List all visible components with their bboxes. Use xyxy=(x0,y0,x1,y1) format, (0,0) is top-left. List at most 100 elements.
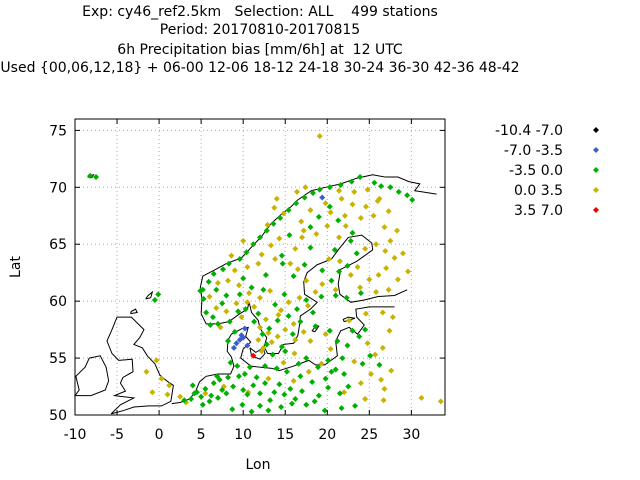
station-marker xyxy=(287,260,294,267)
station-marker xyxy=(347,237,354,244)
station-marker xyxy=(255,336,262,343)
station-marker xyxy=(380,397,387,404)
x-tick-label: 30 xyxy=(402,427,420,443)
station-marker xyxy=(326,203,333,210)
station-marker xyxy=(299,234,306,241)
station-marker xyxy=(362,203,369,210)
station-marker xyxy=(272,256,279,263)
station-marker xyxy=(389,314,396,321)
station-marker xyxy=(353,250,360,257)
station-marker xyxy=(309,309,316,316)
station-marker xyxy=(266,325,273,332)
station-points xyxy=(87,133,444,415)
station-marker xyxy=(405,268,411,275)
station-marker xyxy=(303,297,310,304)
station-marker xyxy=(225,277,232,284)
station-marker xyxy=(280,359,287,366)
station-marker xyxy=(236,291,243,298)
station-marker xyxy=(273,195,280,202)
station-marker xyxy=(394,276,401,283)
station-marker xyxy=(226,318,233,325)
station-marker xyxy=(312,289,319,296)
station-marker xyxy=(368,371,374,378)
station-marker xyxy=(262,316,269,323)
station-marker xyxy=(280,210,287,217)
station-marker xyxy=(153,357,160,364)
legend-label: -7.0 -3.5 xyxy=(504,143,563,159)
station-marker xyxy=(257,234,263,241)
station-marker xyxy=(290,320,297,327)
station-marker xyxy=(279,260,286,267)
station-marker xyxy=(235,373,242,380)
station-marker xyxy=(263,227,270,234)
station-marker xyxy=(274,333,281,340)
station-marker xyxy=(294,266,301,273)
station-marker xyxy=(200,295,207,302)
station-marker xyxy=(294,306,300,313)
station-marker xyxy=(395,188,402,195)
legend-marker xyxy=(593,187,599,193)
station-marker xyxy=(437,398,444,405)
station-marker xyxy=(233,300,240,307)
station-marker xyxy=(342,223,349,230)
coastline xyxy=(171,306,395,405)
station-marker xyxy=(278,252,285,259)
station-marker xyxy=(315,364,322,371)
station-marker xyxy=(290,273,297,280)
station-marker xyxy=(305,368,312,375)
station-marker xyxy=(316,186,323,193)
station-marker xyxy=(243,249,250,256)
x-tick-label: 5 xyxy=(197,427,206,443)
station-marker xyxy=(379,344,386,351)
station-marker xyxy=(354,264,361,270)
station-marker xyxy=(87,172,94,179)
station-marker xyxy=(357,290,364,297)
station-marker xyxy=(246,364,253,371)
station-marker xyxy=(359,360,366,367)
coastline xyxy=(74,355,110,397)
station-marker xyxy=(267,397,274,404)
station-marker xyxy=(379,309,386,316)
station-marker xyxy=(322,200,329,207)
station-marker xyxy=(394,227,401,234)
station-marker xyxy=(241,371,248,378)
station-marker xyxy=(349,327,356,334)
station-marker xyxy=(349,229,356,236)
station-marker xyxy=(372,351,379,358)
station-marker xyxy=(210,380,217,387)
station-marker xyxy=(203,309,210,316)
station-marker xyxy=(250,382,257,389)
station-marker xyxy=(248,284,255,291)
station-marker xyxy=(336,234,343,241)
station-marker xyxy=(238,314,245,321)
station-marker xyxy=(205,278,212,285)
station-marker xyxy=(257,390,263,397)
station-marker xyxy=(233,340,240,347)
station-marker xyxy=(383,265,390,272)
station-marker xyxy=(367,352,374,359)
station-marker xyxy=(265,375,272,382)
station-marker xyxy=(278,343,285,350)
station-marker xyxy=(334,338,341,344)
legend: -10.4 -7.0 -7.0 -3.5 -3.5 0.0 0.0 3.5 3.5 7.… xyxy=(495,123,599,219)
station-marker xyxy=(271,389,278,396)
station-marker xyxy=(378,183,385,190)
station-marker xyxy=(301,194,308,201)
station-marker xyxy=(239,401,246,408)
station-marker xyxy=(316,133,323,140)
y-tick-label: 50 xyxy=(49,408,67,424)
station-marker xyxy=(303,277,310,284)
station-marker xyxy=(241,325,248,332)
station-marker xyxy=(338,405,345,412)
station-marker xyxy=(244,299,251,306)
station-marker xyxy=(289,331,296,338)
station-marker xyxy=(313,230,320,237)
station-marker xyxy=(209,314,216,321)
station-marker xyxy=(288,400,295,407)
station-marker xyxy=(263,341,270,348)
station-marker xyxy=(189,382,196,389)
station-marker xyxy=(283,368,290,375)
station-marker xyxy=(322,331,329,338)
station-marker xyxy=(357,215,364,222)
